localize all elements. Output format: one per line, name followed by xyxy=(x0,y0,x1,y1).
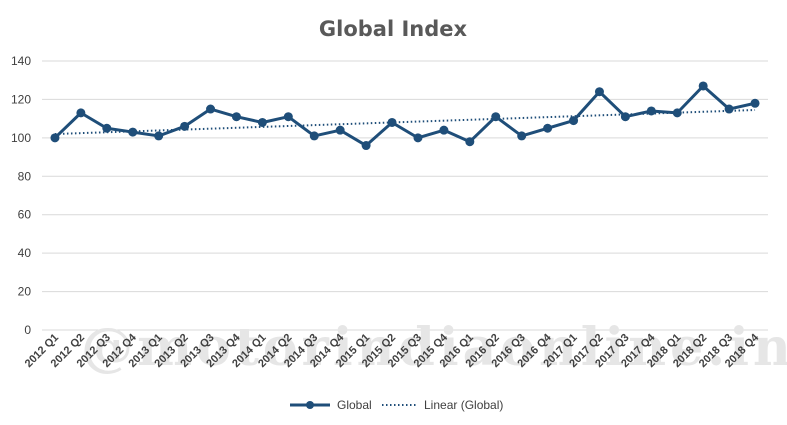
y-tick-label: 100 xyxy=(11,131,31,145)
data-point xyxy=(413,133,423,143)
gridlines xyxy=(42,60,768,331)
chart-title: Global Index xyxy=(319,17,468,41)
data-point xyxy=(594,87,604,97)
data-point xyxy=(620,112,630,122)
data-point xyxy=(724,104,734,114)
data-point xyxy=(491,112,501,122)
legend-item-global: Global xyxy=(290,398,372,412)
data-point xyxy=(387,117,397,127)
watermark-text: @motorindiaonline.in xyxy=(81,317,787,378)
data-point xyxy=(257,117,267,127)
legend-global-marker xyxy=(306,401,314,409)
data-point xyxy=(646,106,656,116)
y-tick-label: 20 xyxy=(18,285,32,299)
data-point xyxy=(439,125,449,135)
data-point xyxy=(517,131,527,141)
data-point xyxy=(154,131,164,141)
data-point xyxy=(180,121,190,131)
legend-item-trendline: Linear (Global) xyxy=(382,398,503,412)
y-tick-label: 40 xyxy=(18,246,32,260)
data-point xyxy=(128,127,138,137)
data-point xyxy=(569,116,579,126)
legend-global-label: Global xyxy=(337,398,372,412)
data-point xyxy=(750,98,760,108)
y-tick-label: 60 xyxy=(18,208,32,222)
y-tick-label: 120 xyxy=(11,92,31,106)
y-tick-label: 80 xyxy=(18,169,32,183)
data-point xyxy=(698,81,708,91)
y-tick-label: 0 xyxy=(24,323,31,337)
data-point xyxy=(543,123,553,133)
data-point xyxy=(361,141,371,151)
series-global xyxy=(50,81,760,151)
data-point xyxy=(102,123,112,133)
y-tick-label: 140 xyxy=(11,54,31,68)
data-point xyxy=(206,104,216,114)
legend-trendline-label: Linear (Global) xyxy=(424,398,503,412)
data-point xyxy=(672,108,682,118)
data-point xyxy=(283,112,293,122)
y-axis-ticks: 0 20 40 60 80 100 120 140 xyxy=(11,54,31,337)
legend: Global Linear (Global) xyxy=(290,398,503,412)
data-point xyxy=(76,108,86,118)
data-point xyxy=(50,133,60,143)
data-point xyxy=(231,112,241,122)
series-line xyxy=(53,84,756,148)
data-point xyxy=(465,137,475,147)
data-point xyxy=(309,131,319,141)
data-point xyxy=(335,125,345,135)
